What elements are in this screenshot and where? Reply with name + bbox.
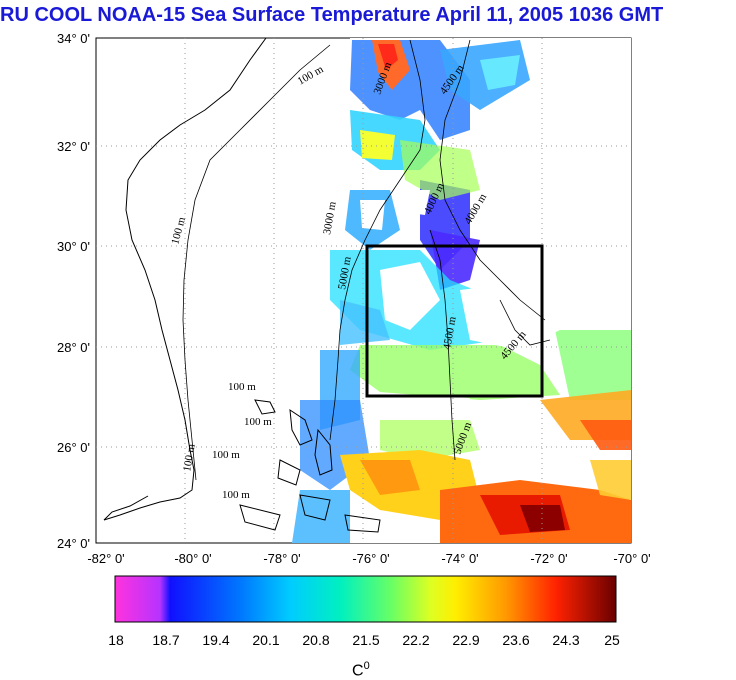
contour-label: 100 m <box>212 449 240 461</box>
coastline <box>103 38 381 533</box>
colorbar-tick: 23.6 <box>502 632 530 648</box>
unit-base: C <box>352 662 364 680</box>
lon-label: -76° 0' <box>352 551 389 566</box>
contour-label: 100 m <box>222 489 250 501</box>
unit-sup: 0 <box>363 660 370 672</box>
lon-label: -74° 0' <box>441 551 478 566</box>
contour-label: 3000 m <box>321 200 339 235</box>
lat-label: 34° 0' <box>57 31 90 46</box>
contour-label: 100 m <box>228 381 256 393</box>
colorbar-tick: 24.3 <box>552 632 580 648</box>
contour-label: 5000 m <box>336 255 354 290</box>
lat-label: 30° 0' <box>57 239 90 254</box>
colorbar-tick: 20.8 <box>302 632 330 648</box>
lon-label: -72° 0' <box>530 551 567 566</box>
lat-label: 28° 0' <box>57 340 90 355</box>
lon-label: -78° 0' <box>263 551 300 566</box>
colorbar-tick: 18 <box>108 632 124 648</box>
lat-label: 24° 0' <box>57 536 90 551</box>
colorbar-tick: 25 <box>604 632 620 648</box>
contour-label: 100 m <box>181 443 198 473</box>
colorbar-tick: 20.1 <box>252 632 280 648</box>
lat-label: 26° 0' <box>57 440 90 455</box>
colorbar-tick: 22.9 <box>452 632 480 648</box>
contour-label: 4500 m <box>441 315 459 350</box>
lat-label: 32° 0' <box>57 139 90 154</box>
contour-label: 100 m <box>244 416 272 428</box>
sst-field <box>292 38 631 543</box>
colorbar-tick: 22.2 <box>402 632 430 648</box>
colorbar-tick: 21.5 <box>352 632 380 648</box>
latitude-labels: 34° 0' 32° 0' 30° 0' 28° 0' 26° 0' 24° 0… <box>57 31 90 551</box>
lon-label: -70° 0' <box>613 551 650 566</box>
colorbar-tick: 18.7 <box>152 632 180 648</box>
map-title: RU COOL NOAA-15 Sea Surface Temperature … <box>0 4 664 26</box>
lon-label: -80° 0' <box>174 551 211 566</box>
lon-label: -82° 0' <box>87 551 124 566</box>
colorbar <box>114 575 617 623</box>
longitude-labels: -82° 0' -80° 0' -78° 0' -76° 0' -74° 0' … <box>87 551 650 566</box>
colorbar-tick: 19.4 <box>202 632 230 648</box>
colorbar-unit: C0 <box>352 660 370 680</box>
bathymetry-contours <box>182 39 551 481</box>
study-area-box <box>365 244 544 398</box>
